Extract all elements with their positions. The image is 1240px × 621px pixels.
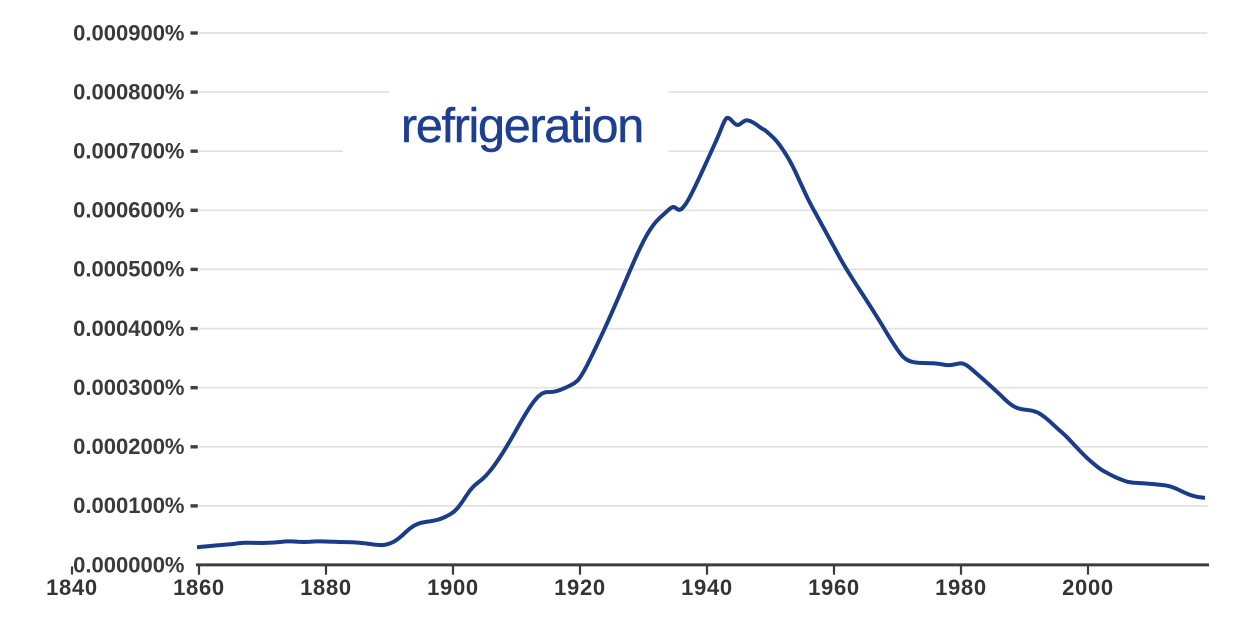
svg-text:1900: 1900 — [427, 575, 479, 600]
svg-text:0.000500%: 0.000500% — [73, 257, 184, 282]
svg-text:0.000300%: 0.000300% — [73, 375, 184, 400]
svg-text:0.000100%: 0.000100% — [73, 493, 184, 518]
svg-text:1880: 1880 — [300, 575, 352, 600]
svg-text:1960: 1960 — [808, 575, 860, 600]
svg-text:0.000600%: 0.000600% — [73, 198, 184, 223]
svg-text:0.000400%: 0.000400% — [73, 316, 184, 341]
svg-text:1860: 1860 — [173, 575, 225, 600]
svg-text:1840: 1840 — [46, 575, 98, 600]
svg-text:1980: 1980 — [935, 575, 987, 600]
svg-text:1920: 1920 — [554, 575, 606, 600]
svg-text:2000: 2000 — [1062, 575, 1114, 600]
svg-text:1940: 1940 — [681, 575, 733, 600]
svg-text:0.000700%: 0.000700% — [73, 139, 184, 164]
svg-text:0.000000%: 0.000000% — [73, 552, 184, 577]
svg-text:0.000200%: 0.000200% — [73, 434, 184, 459]
svg-text:0.000900%: 0.000900% — [73, 20, 184, 45]
svg-text:0.000800%: 0.000800% — [73, 79, 184, 104]
svg-text:refrigeration: refrigeration — [401, 99, 643, 153]
